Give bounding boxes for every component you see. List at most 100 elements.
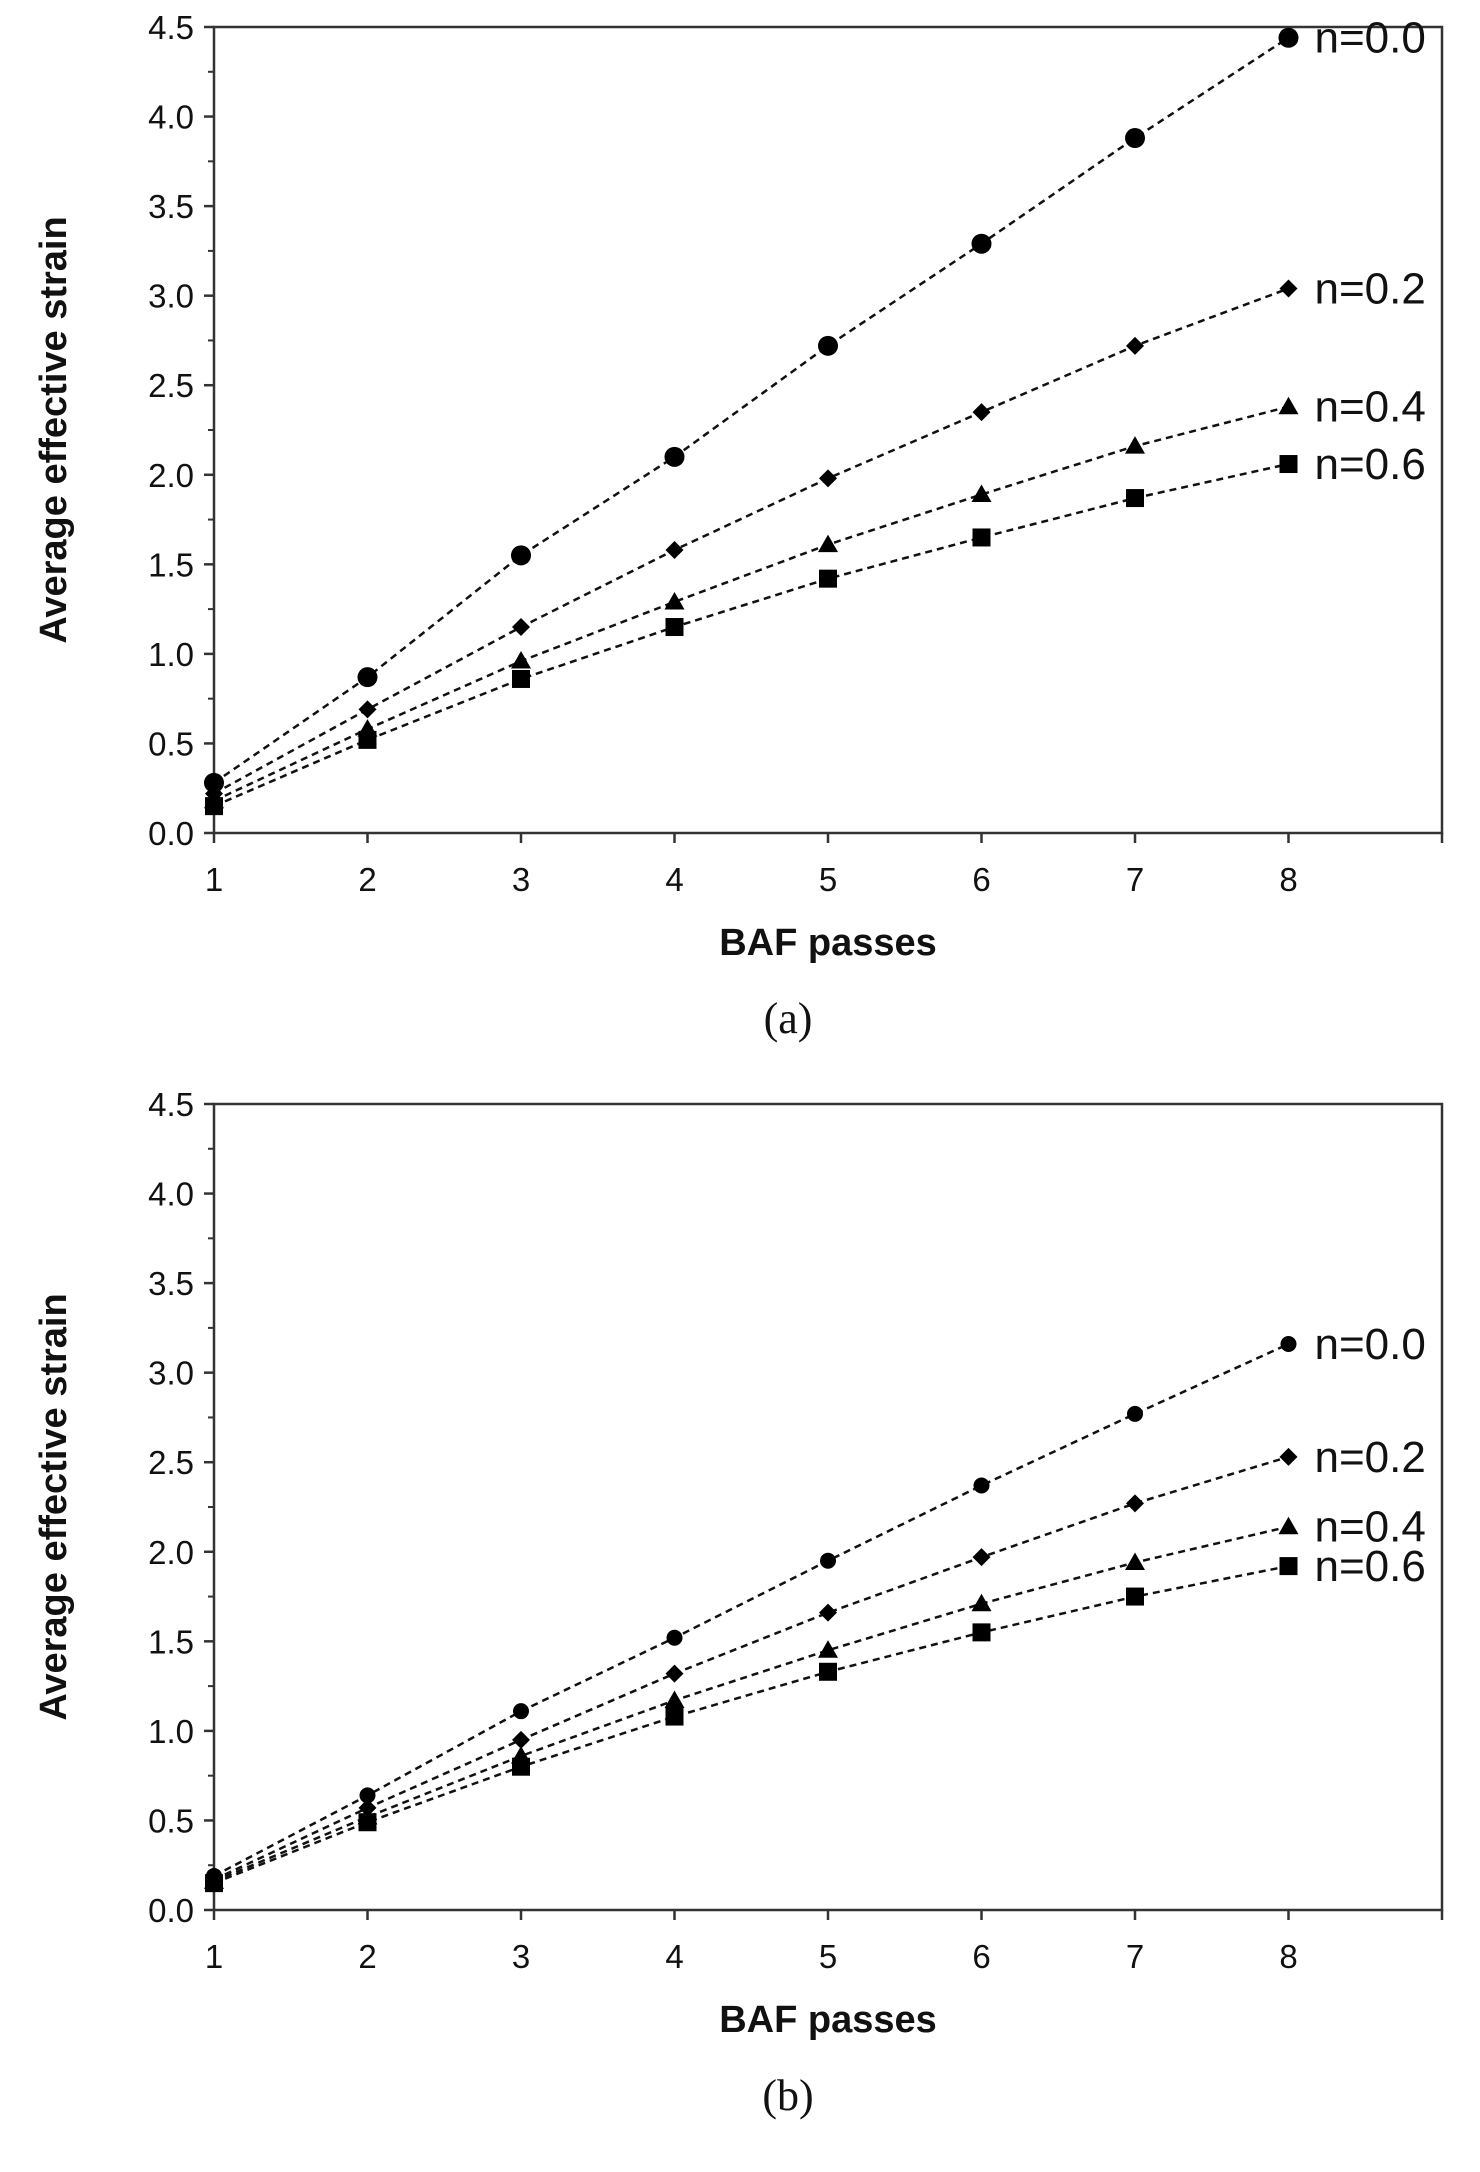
data-point [1126, 1494, 1144, 1513]
y-tick-label: 0.0 [148, 1892, 194, 1929]
data-point [359, 1787, 376, 1804]
y-tick-label: 1.5 [148, 1623, 194, 1660]
data-point [664, 1690, 685, 1708]
series-line [213, 1342, 1290, 1878]
data-point [665, 541, 684, 560]
series-n=0.2: n=0.2 [205, 265, 1426, 803]
data-point [819, 1603, 837, 1622]
data-point [357, 667, 378, 688]
y-tick-label: 0.5 [148, 1802, 194, 1839]
series-n=0.4: n=0.4 [204, 1503, 1426, 1889]
x-tick-label: 4 [665, 1938, 683, 1975]
data-point [1126, 336, 1144, 355]
data-point [818, 1640, 838, 1658]
data-point [1279, 1447, 1298, 1466]
data-point [1127, 1405, 1143, 1422]
x-tick-label: 1 [205, 861, 223, 898]
x-tick-label: 5 [819, 861, 837, 898]
data-point [512, 1730, 530, 1749]
data-point [971, 1593, 992, 1612]
y-tick-label: 0.5 [148, 725, 194, 762]
data-point [664, 446, 685, 467]
series-line [213, 36, 1290, 784]
y-tick-label: 4.5 [148, 1086, 194, 1123]
series-label: n=0.2 [1315, 1433, 1426, 1482]
series-n=0.6: n=0.6 [205, 1542, 1426, 1893]
plot-frame [212, 1102, 1444, 1912]
data-point [204, 772, 224, 793]
data-point [665, 1664, 684, 1683]
data-point [819, 1662, 837, 1681]
x-axis-title: BAF passes [719, 922, 937, 964]
data-point [512, 669, 530, 688]
data-point [513, 1703, 529, 1720]
y-tick-label: 2.0 [148, 1534, 194, 1571]
data-point [665, 618, 684, 637]
panel-label: (a) [764, 994, 813, 1043]
data-point [1125, 436, 1145, 454]
y-tick-label: 3.0 [148, 278, 194, 315]
data-point [1279, 455, 1298, 474]
data-point [818, 534, 838, 553]
plot-frame [212, 25, 1444, 835]
series-line [213, 462, 1289, 808]
series-label: n=0.6 [1315, 1542, 1426, 1591]
data-point [205, 797, 223, 816]
data-point [1279, 279, 1298, 298]
data-point [972, 528, 991, 547]
data-point [665, 1707, 684, 1726]
data-point [973, 1477, 990, 1494]
x-tick-label: 5 [819, 1938, 837, 1975]
data-point [666, 1629, 683, 1646]
x-tick-label: 8 [1279, 861, 1297, 898]
series-n=0.0: n=0.0 [206, 1320, 1426, 1884]
y-tick-label: 0.0 [148, 815, 194, 852]
y-tick-label: 1.0 [148, 636, 194, 673]
y-tick-label: 3.5 [148, 188, 194, 225]
panel-a: 0.0 0.5 1.0 1.5 2.0 2.5 3.0 3.5 4.0 4.5 1 2 3 4 5 6 7 8 BA… [33, 9, 1444, 1043]
y-tick-label: 3.5 [148, 1265, 194, 1302]
data-point [1125, 1552, 1145, 1571]
data-point [1278, 27, 1299, 48]
data-point [819, 469, 837, 488]
y-tick-label: 1.0 [148, 1713, 194, 1750]
x-tick-label: 8 [1279, 1938, 1297, 1975]
series-n=0.6: n=0.6 [205, 440, 1426, 816]
data-point [1126, 489, 1144, 508]
y-tick-label: 4.0 [148, 1176, 194, 1213]
data-point [820, 1552, 836, 1569]
series-label: n=0.4 [1315, 383, 1426, 432]
x-tick-label: 6 [972, 861, 990, 898]
x-tick-label: 3 [512, 861, 530, 898]
y-axis-title: Average effective strain [33, 216, 75, 643]
x-tick-label: 6 [972, 1938, 990, 1975]
x-axis-title: BAF passes [719, 1999, 937, 2041]
y-tick-label: 3.0 [148, 1355, 194, 1392]
data-point [358, 730, 377, 749]
y-tick-label: 2.5 [148, 1444, 194, 1481]
panel-b: 0.0 0.5 1.0 1.5 2.0 2.5 3.0 3.5 4.0 4.5 1 2 3 4 5 6 7 8 BA… [33, 1086, 1444, 2120]
series-label: n=0.2 [1315, 265, 1426, 314]
data-point [971, 484, 992, 502]
data-point [511, 651, 531, 669]
data-point [205, 1874, 223, 1893]
data-point [512, 1757, 530, 1776]
data-point [1125, 128, 1145, 149]
y-tick-label: 4.5 [148, 9, 194, 46]
data-point [971, 233, 992, 254]
x-tick-label: 1 [205, 1938, 223, 1975]
data-point [972, 403, 991, 422]
x-tick-label: 2 [358, 861, 376, 898]
data-point [1280, 1336, 1297, 1353]
series-n=0.4: n=0.4 [204, 383, 1426, 809]
x-tick-label: 7 [1126, 1938, 1144, 1975]
panel-label: (b) [762, 2071, 813, 2120]
data-point [972, 1623, 991, 1642]
series-line [213, 287, 1289, 795]
series-label: n=0.0 [1315, 14, 1426, 63]
data-point [358, 1813, 377, 1832]
series-label: n=0.6 [1315, 440, 1426, 489]
series-line [213, 1455, 1289, 1881]
data-point [512, 618, 530, 637]
